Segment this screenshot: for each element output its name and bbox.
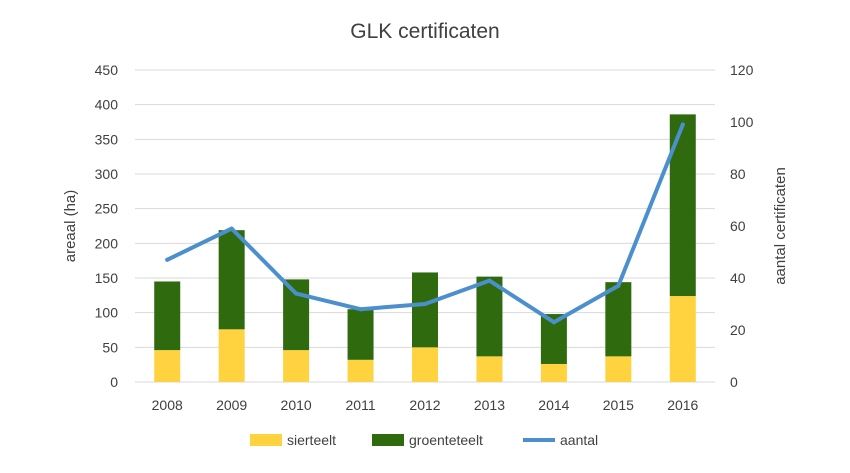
left-axis-tick-label: 450 — [95, 62, 119, 78]
line-point-aantal — [616, 283, 621, 288]
line-point-aantal — [358, 307, 363, 312]
bar-groenteteelt — [476, 276, 503, 357]
legend: sierteelt groenteteelt aantal — [250, 432, 598, 448]
legend-swatch-sierteelt — [250, 434, 282, 446]
bar-sierteelt — [669, 296, 696, 382]
left-axis-tick-label: 300 — [95, 166, 119, 182]
x-axis-ticks: 2008 2009 2010 2011 2012 2013 2014 2015 2016 — [152, 397, 699, 413]
bar-sierteelt — [347, 359, 374, 382]
left-axis-ticks: 0 50 100 150 200 250 300 350 400 450 — [95, 62, 119, 390]
bar-groenteteelt — [347, 309, 374, 360]
line-point-aantal — [551, 320, 556, 325]
bar-sierteelt — [412, 347, 438, 382]
x-axis-tick-label: 2014 — [538, 397, 569, 413]
bar-sierteelt — [283, 350, 310, 382]
left-axis-tick-label: 400 — [95, 97, 119, 113]
x-axis-tick-label: 2013 — [474, 397, 505, 413]
bar-sierteelt — [218, 329, 245, 382]
x-axis-tick-label: 2012 — [409, 397, 440, 413]
left-axis-tick-label: 100 — [95, 305, 119, 321]
legend-label-groenteteelt: groenteteelt — [409, 432, 483, 448]
right-axis-title: aantal certificaten — [772, 167, 789, 285]
bar-sierteelt — [605, 356, 632, 382]
x-axis-tick-label: 2015 — [603, 397, 634, 413]
bar-sierteelt — [540, 363, 567, 382]
bar-series — [154, 114, 696, 382]
bar-sierteelt — [154, 350, 181, 382]
bar-groenteteelt — [669, 114, 696, 297]
line-point-aantal — [165, 257, 170, 262]
x-axis-tick-label: 2008 — [152, 397, 183, 413]
right-axis-ticks: 0 20 40 60 80 100 120 — [730, 62, 754, 390]
left-axis-tick-label: 200 — [95, 235, 119, 251]
x-axis-tick-label: 2016 — [667, 397, 698, 413]
right-axis-tick-label: 40 — [730, 270, 746, 286]
line-point-aantal — [294, 291, 299, 296]
left-axis-tick-label: 150 — [95, 270, 119, 286]
right-axis-tick-label: 100 — [730, 114, 754, 130]
line-point-aantal — [423, 302, 427, 306]
right-axis-tick-label: 60 — [730, 218, 746, 234]
line-point-aantal — [680, 122, 685, 127]
bar-groenteteelt — [154, 281, 181, 351]
x-axis-tick-label: 2011 — [346, 397, 376, 413]
legend-swatch-groenteteelt — [372, 434, 404, 446]
x-axis-tick-label: 2009 — [216, 397, 247, 413]
left-axis-tick-label: 0 — [110, 374, 118, 390]
bar-groenteteelt — [605, 282, 632, 357]
bar-groenteteelt — [283, 279, 310, 351]
line-series — [165, 122, 685, 325]
right-axis-tick-label: 80 — [730, 166, 746, 182]
legend-label-aantal: aantal — [560, 432, 598, 448]
line-point-aantal — [487, 278, 492, 283]
left-axis-tick-label: 250 — [95, 201, 119, 217]
bar-sierteelt — [476, 356, 503, 382]
bar-groenteteelt — [218, 230, 245, 330]
right-axis-tick-label: 20 — [730, 322, 746, 338]
x-axis-tick-label: 2010 — [281, 397, 312, 413]
chart-title: GLK certificaten — [350, 20, 499, 43]
left-axis-title: areaal (ha) — [62, 190, 79, 263]
left-axis-tick-label: 50 — [102, 339, 118, 355]
left-axis-tick-label: 350 — [95, 131, 119, 147]
right-axis-tick-label: 0 — [730, 374, 738, 390]
line-point-aantal — [229, 226, 234, 231]
right-axis-tick-label: 120 — [730, 62, 754, 78]
legend-label-sierteelt: sierteelt — [287, 432, 336, 448]
bar-groenteteelt — [412, 272, 438, 348]
